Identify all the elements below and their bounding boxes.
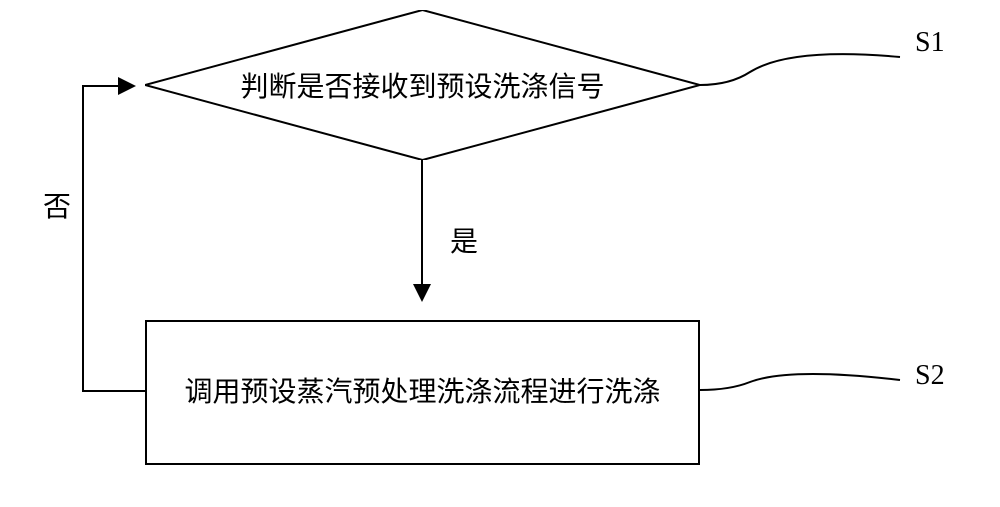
feedback-line-bottom (82, 390, 145, 392)
decision-node-s1: 判断是否接收到预设洗涤信号 (145, 10, 700, 160)
callout-label-s2: S2 (915, 360, 945, 392)
arrow-yes (421, 160, 423, 300)
feedback-line-vertical (82, 85, 84, 392)
callout-label-s1: S1 (915, 27, 945, 59)
callout-curve-s2 (700, 370, 910, 410)
callout-curve-s1 (700, 52, 910, 92)
label-no: 否 (43, 185, 71, 225)
flowchart-container: 判断是否接收到预设洗涤信号 是 调用预设蒸汽预处理洗涤流程进行洗涤 否 S1 S… (0, 0, 1000, 507)
process-node-s2: 调用预设蒸汽预处理洗涤流程进行洗涤 (145, 320, 700, 465)
process-text: 调用预设蒸汽预处理洗涤流程进行洗涤 (184, 372, 660, 414)
decision-text: 判断是否接收到预设洗涤信号 (240, 65, 604, 105)
label-yes: 是 (450, 220, 478, 260)
feedback-arrow-top (82, 85, 134, 87)
